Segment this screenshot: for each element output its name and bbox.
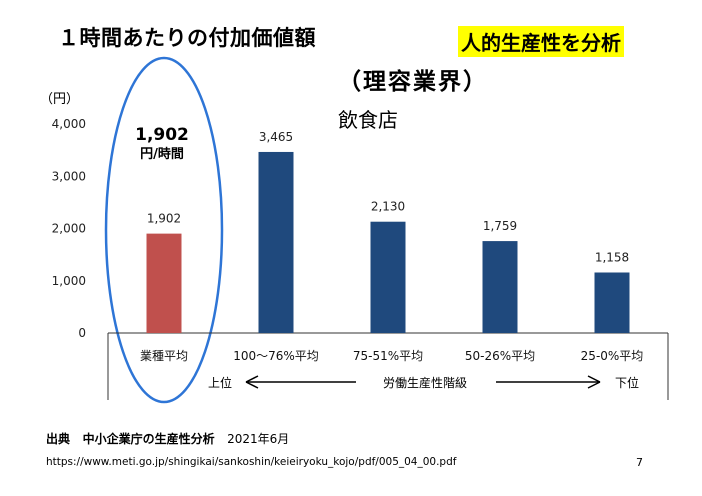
axis-rank-bottom-label: 下位 (615, 375, 639, 390)
y-tick-label: 4,000 (52, 117, 86, 131)
arrow-right-head-icon (587, 375, 601, 389)
bar-value-label: 1,158 (595, 250, 629, 264)
x-tick-label: 75-51%平均 (353, 349, 423, 363)
highlight-unit: 円/時間 (140, 147, 184, 162)
source-text: 中小企業庁の生産性分析 (82, 432, 215, 446)
x-tick-label: 業種平均 (140, 349, 188, 363)
axis-rank-top-label: 上位 (208, 375, 232, 390)
bar-value-label: 2,130 (371, 200, 405, 214)
bar (482, 241, 518, 333)
source-label: 出典 (46, 432, 71, 446)
y-axis-unit: （円） (40, 92, 80, 107)
bar (258, 151, 294, 333)
y-tick-label: 2,000 (52, 222, 86, 236)
highlight-value: 1,902 (135, 125, 189, 145)
highlight-callout: 1,902 円/時間 (130, 126, 194, 164)
bar-value-label: 1,902 (147, 212, 181, 226)
y-tick-label: 0 (78, 326, 86, 340)
bar (370, 221, 406, 333)
bar (594, 272, 630, 333)
analysis-badge: 人的生産性を分析 (458, 26, 624, 57)
arrow-left-head-icon (245, 375, 259, 389)
x-tick-label: 25-0%平均 (581, 349, 644, 363)
source-date: 2021年6月 (227, 432, 290, 446)
source-note: 出典 中小企業庁の生産性分析 2021年6月 (46, 430, 289, 447)
highlight-oval (104, 56, 224, 404)
industry-note: 飲食店 (338, 108, 398, 132)
axis-rank-title: 労働生産性階級 (383, 375, 467, 390)
bar (146, 233, 182, 333)
page-number: 7 (636, 456, 643, 469)
bar-value-label: 3,465 (259, 130, 293, 144)
y-tick-label: 1,000 (52, 274, 86, 288)
y-tick-label: 3,000 (52, 169, 86, 183)
x-tick-label: 50-26%平均 (465, 349, 535, 363)
bar-value-label: 1,759 (483, 219, 517, 233)
page-title: １時間あたりの付加価値額 (58, 26, 316, 50)
source-url: https://www.meti.go.jp/shingikai/sankosh… (46, 456, 457, 468)
industry-subtitle: （理容業界） (338, 69, 488, 95)
x-tick-label: 100〜76%平均 (233, 349, 319, 363)
